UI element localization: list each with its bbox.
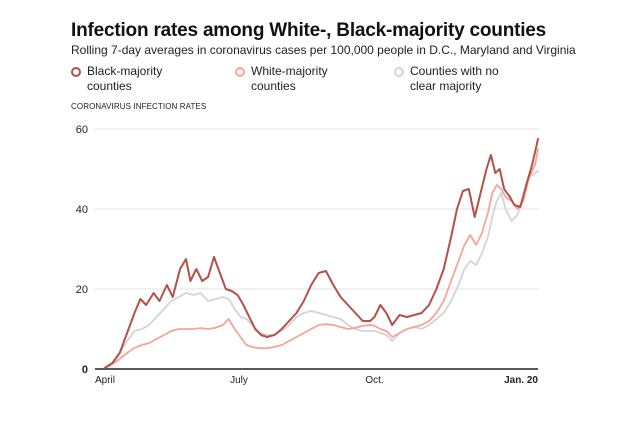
y-tick-label: 20: [76, 284, 88, 296]
legend-swatch: [71, 67, 81, 77]
series-line: [104, 148, 539, 369]
series-line: [104, 170, 539, 369]
x-axis-ticks: April July Oct. Jan. 20: [95, 375, 538, 386]
legend-item-white-majority: White-majority counties: [235, 64, 361, 94]
y-tick-label: 40: [76, 204, 88, 216]
gridlines: [95, 128, 538, 370]
y-tick-label: 60: [76, 124, 88, 136]
chart-title: Infection rates among White-, Black-majo…: [71, 20, 547, 41]
legend-swatch: [394, 67, 404, 77]
series-lines: [104, 138, 539, 369]
y-axis-ticks: 0 20 40 60: [76, 124, 88, 376]
legend-item-no-majority: Counties with no clear majority: [394, 64, 520, 94]
legend-swatch: [235, 67, 245, 77]
x-tick-label: Jan. 20: [504, 375, 538, 386]
y-tick-label: 0: [82, 364, 88, 376]
x-tick-label: Oct.: [365, 375, 383, 386]
legend-label: White-majority counties: [251, 64, 328, 93]
x-tick-label: April: [95, 375, 115, 386]
panel-label: CORONAVIRUS INFECTION RATES: [71, 102, 207, 111]
legend-label: Black-majority counties: [87, 64, 163, 93]
series-line: [104, 138, 539, 369]
legend: Black-majority counties White-majority c…: [0, 64, 619, 98]
legend-item-black-majority: Black-majority counties: [71, 64, 197, 94]
chart-subtitle: Rolling 7-day averages in coronavirus ca…: [71, 43, 576, 57]
x-tick-label: July: [230, 375, 248, 386]
legend-label: Counties with no clear majority: [410, 64, 499, 93]
